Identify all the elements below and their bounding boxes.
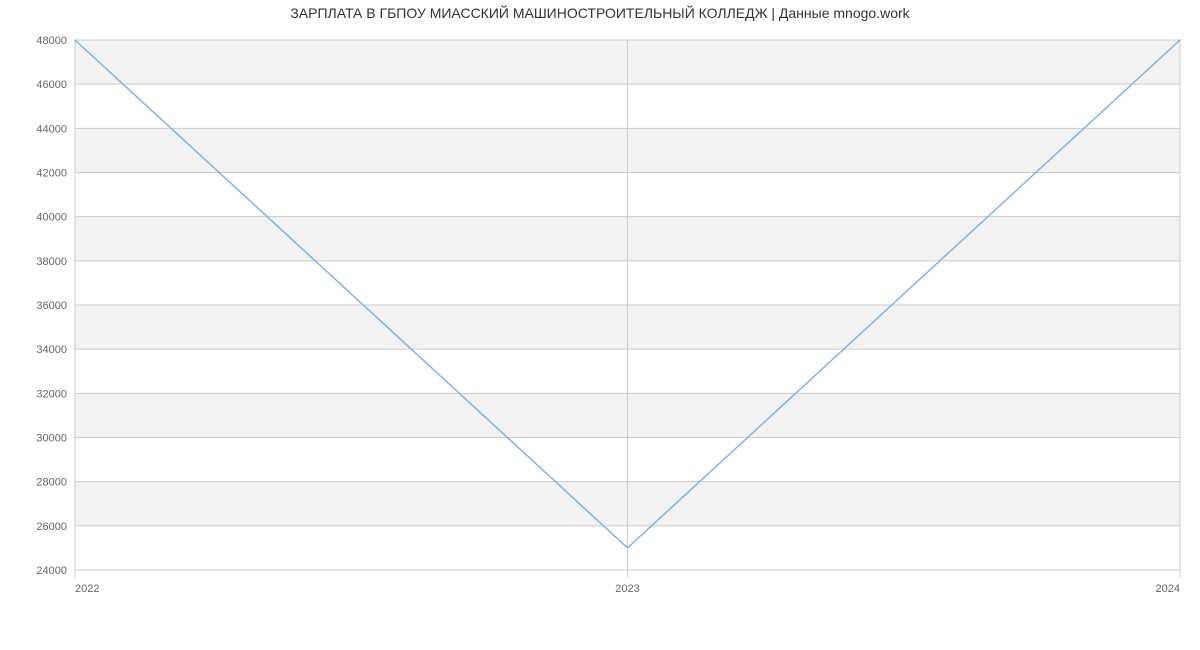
y-tick-label: 36000 xyxy=(36,300,67,312)
y-tick-label: 28000 xyxy=(36,477,67,489)
y-tick-label: 48000 xyxy=(36,35,67,47)
chart-title: ЗАРПЛАТА В ГБПОУ МИАССКИЙ МАШИНОСТРОИТЕЛ… xyxy=(290,4,910,21)
y-tick-label: 24000 xyxy=(36,565,67,577)
y-tick-label: 32000 xyxy=(36,388,67,400)
salary-line-chart: 24000 26000 28000 30000 32000 34000 36000 38000… xyxy=(0,0,1200,650)
x-tick-label: 2024 xyxy=(1156,583,1180,595)
x-tick-label: 2022 xyxy=(75,583,99,595)
y-tick-label: 30000 xyxy=(36,433,67,445)
y-tick-label: 40000 xyxy=(36,212,67,224)
y-tick-label: 26000 xyxy=(36,521,67,533)
x-tick-label: 2023 xyxy=(615,583,639,595)
chart-svg: 24000 26000 28000 30000 32000 34000 36000 38000… xyxy=(0,0,1200,650)
y-tick-label: 34000 xyxy=(36,344,67,356)
y-tick-label: 38000 xyxy=(36,256,67,268)
y-tick-label: 46000 xyxy=(36,79,67,91)
y-tick-label: 42000 xyxy=(36,168,67,180)
y-tick-label: 44000 xyxy=(36,123,67,135)
